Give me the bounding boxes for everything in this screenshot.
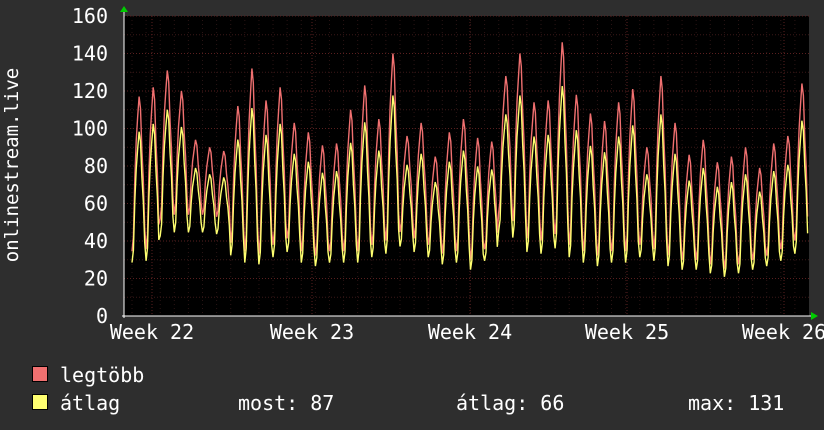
y-tick-label: 80 [84,154,108,178]
y-tick-label: 100 [72,117,108,141]
stat-maximum: max: 131 [688,391,785,415]
y-tick-label: 160 [72,4,108,28]
x-tick-label: Week 22 [110,320,194,344]
y-tick-label: 60 [84,192,108,216]
legend-swatch-avg [32,394,48,410]
x-tick-label: Week 23 [270,320,354,344]
x-tick-label: Week 26 [742,320,824,344]
legend-swatch-max [32,366,48,382]
legend-label-max: legtöbb [60,363,145,387]
legend-label-avg: átlag [60,391,121,415]
y-axis-arrow-icon [120,6,128,12]
y-tick-labels: 0 20 40 60 80 100 120 140 160 [72,4,108,328]
y-tick-label: 140 [72,42,108,66]
y-tick-label: 20 [84,267,108,291]
y-tick-label: 120 [72,79,108,103]
x-axis-arrow-icon [811,312,818,320]
y-axis-label: onlinestream.live [1,68,23,262]
x-tick-labels: Week 22 Week 23 Week 24 Week 25 Week 26 [110,320,824,344]
legend-row-avg: átlag most: 87 átlag: 66 max: 131 [32,391,812,415]
series-line-avg [131,86,809,277]
y-tick-label: 40 [84,229,108,253]
y-tick-label: 0 [96,304,108,328]
x-tick-label: Week 25 [585,320,669,344]
x-tick-label: Week 24 [428,320,512,344]
stat-average: átlag: 66 [456,391,565,415]
stat-current: most: 87 [238,391,335,415]
